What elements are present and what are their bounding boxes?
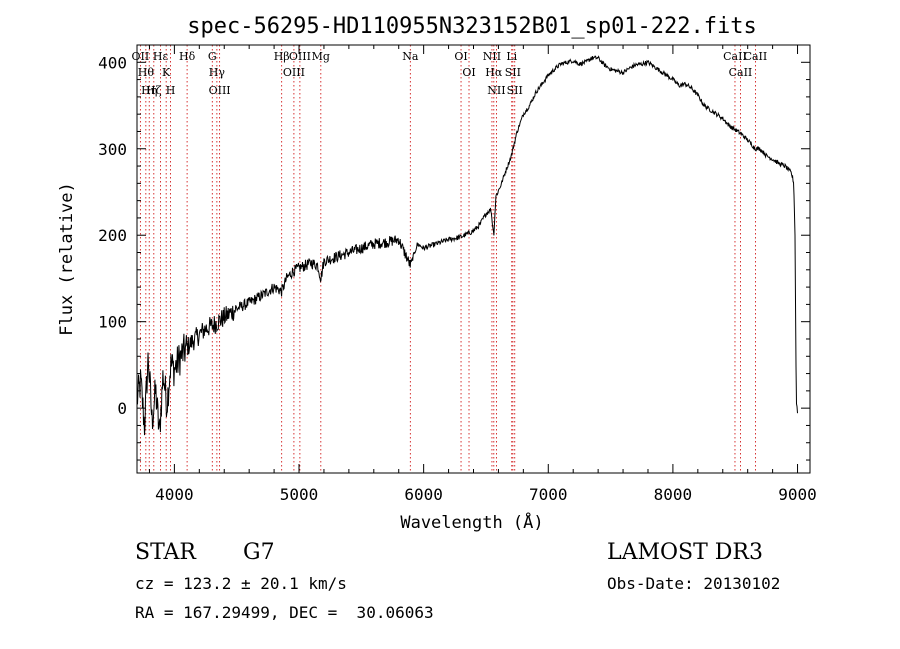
y-tick-label-1: 100	[98, 313, 127, 332]
line-marker-label-19: Hα	[485, 66, 503, 79]
x-tick-label-1: 5000	[280, 485, 319, 504]
line-marker-label-22: SII	[505, 66, 521, 79]
ra-dec-coordinates: RA = 167.29499, DEC = 30.06063	[135, 603, 434, 622]
line-marker-label-5: K	[162, 66, 171, 79]
line-marker-label-7: Hδ	[179, 50, 196, 63]
y-tick-label-2: 200	[98, 226, 127, 245]
x-tick-label-3: 7000	[529, 485, 568, 504]
x-tick-label-4: 8000	[654, 485, 693, 504]
object-subclass: G7	[243, 540, 275, 565]
line-marker-label-14: Mg	[312, 50, 330, 63]
object-class: STAR	[135, 540, 196, 565]
redshift-velocity: cz = 123.2 ± 20.1 km/s	[135, 574, 347, 593]
emission-line-markers	[139, 45, 756, 473]
line-marker-label-8: G	[208, 50, 217, 63]
y-tick-label-0: 0	[117, 399, 127, 418]
x-tick-label-5: 9000	[778, 485, 817, 504]
x-axis: 4000 5000 6000 7000 8000 9000	[148, 45, 817, 504]
line-marker-label-23: SII	[507, 84, 523, 97]
y-axis: 0 100 200 300 400	[98, 44, 810, 461]
x-tick-label-2: 6000	[404, 485, 443, 504]
line-marker-label-26: CaII	[744, 50, 768, 63]
y-axis-label: Flux (relative)	[57, 182, 77, 336]
line-marker-label-1: Hθ	[138, 66, 155, 79]
y-tick-label-3: 300	[98, 140, 127, 159]
line-marker-label-25: CaII	[729, 66, 753, 79]
line-marker-label-20: NII	[487, 84, 505, 97]
survey-name: LAMOST DR3	[607, 540, 763, 565]
line-marker-label-24: CaII	[723, 50, 747, 63]
line-marker-label-12: OIII	[283, 66, 305, 79]
line-marker-label-13: OIII	[289, 50, 311, 63]
line-marker-label-17: OI	[462, 66, 475, 79]
x-axis-label: Wavelength (Å)	[400, 511, 543, 533]
line-marker-label-10: OIII	[209, 84, 231, 97]
line-marker-label-15: Na	[402, 50, 419, 63]
line-marker-label-18: NII	[483, 50, 501, 63]
line-marker-label-6: H	[166, 84, 176, 97]
line-marker-label-3: Hζ	[146, 84, 162, 97]
observation-date: Obs-Date: 20130102	[607, 574, 781, 593]
line-marker-label-4: Hε	[153, 50, 169, 63]
y-tick-label-4: 400	[98, 53, 127, 72]
line-marker-label-0: OII	[132, 50, 150, 63]
x-tick-label-0: 4000	[155, 485, 194, 504]
line-marker-label-9: Hγ	[209, 66, 226, 79]
line-marker-label-2: Hη	[141, 84, 157, 97]
line-marker-label-21: Li	[506, 50, 517, 63]
line-marker-label-11: Hβ	[274, 50, 290, 63]
line-marker-label-16: OI	[454, 50, 467, 63]
chart-title: spec-56295-HD110955N323152B01_sp01-222.f…	[187, 14, 757, 39]
spectrum-line	[136, 55, 798, 436]
